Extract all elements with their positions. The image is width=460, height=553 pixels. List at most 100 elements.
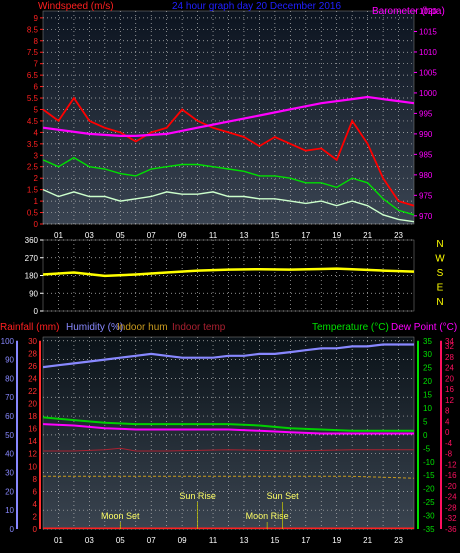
barometer-tick-label: 1000 — [419, 89, 437, 98]
direction-tick-label: 360 — [25, 236, 39, 245]
rain-tick-label: 0 — [33, 525, 38, 534]
temperature-tick-label: -15 — [423, 471, 435, 480]
temperature-tick-label: -10 — [423, 458, 435, 467]
time-tick-label: 21 — [363, 231, 372, 240]
temperature-tick-label: 20 — [423, 377, 432, 386]
windspeed-label: Windspeed (m/s) — [38, 1, 114, 12]
time-tick-label: 03 — [85, 231, 94, 240]
rain-tick-label: 6 — [33, 487, 38, 496]
time-tick-label: 13 — [240, 536, 249, 545]
temperature-tick-label: 35 — [423, 337, 432, 346]
time-tick-label: 21 — [363, 536, 372, 545]
annotation-label: Sun Set — [267, 491, 300, 501]
dew-point-tick-label: -16 — [445, 471, 457, 480]
dew-point-tick-label: 12 — [445, 396, 454, 405]
sun-moon-annotations: Moon Set Sun Rise Moon Rise Sun Set — [101, 491, 299, 529]
time-tick-label: 11 — [209, 536, 218, 545]
temperature-tick-label: 30 — [423, 350, 432, 359]
temperature-tick-label: 5 — [423, 417, 428, 426]
compass-letter: E — [437, 283, 444, 294]
time-tick-label: 03 — [85, 536, 94, 545]
temperature-tick-label: -25 — [423, 498, 435, 507]
annotation-label: Moon Set — [101, 511, 140, 521]
wind-y-tick-label: 5.5 — [27, 94, 39, 103]
time-tick-label: 19 — [332, 231, 341, 240]
time-tick-label: 05 — [116, 231, 125, 240]
wind-y-tick-label: 1.5 — [27, 186, 39, 195]
indoor-hum-label: Indoor hum — [117, 322, 168, 333]
indoor_hum-line — [43, 475, 414, 479]
time-axis: 01 03 05 07 09 11 13 15 17 19 21 23 01 03 05 07 09 11 13 15… — [54, 231, 404, 545]
barometer-tick-label: 1015 — [419, 27, 437, 36]
time-tick-label: 17 — [301, 231, 310, 240]
rain-tick-label: 30 — [28, 337, 37, 346]
barometer-tick-label: 970 — [419, 212, 433, 221]
wind-plot — [43, 95, 414, 223]
dew-point-tick-label: 34 — [445, 337, 454, 346]
rain-tick-label: 20 — [28, 400, 37, 409]
wind-y-tick-label: 4.5 — [27, 117, 39, 126]
rain-tick-label: 28 — [28, 349, 37, 358]
temperature-tick-label: -35 — [423, 525, 435, 534]
dew-point-tick-label: 20 — [445, 374, 454, 383]
direction-tick-label: 180 — [25, 272, 39, 281]
wind-y-tick-label: 6.5 — [27, 71, 39, 80]
dew-point-label: Dew Point (°C) — [391, 322, 457, 333]
indoor_temp-line — [43, 447, 414, 452]
dew-point-tick-label: 0 — [445, 428, 450, 437]
humidity-tick-label: 100 — [1, 337, 15, 346]
time-tick-label: 07 — [147, 231, 156, 240]
direction-tick-label: 270 — [25, 254, 39, 263]
barometer-tick-label: 985 — [419, 150, 433, 159]
wind-y-tick-label: 0 — [34, 220, 39, 229]
time-tick-label: 17 — [301, 536, 310, 545]
time-tick-label: 23 — [394, 231, 403, 240]
rain-tick-label: 10 — [28, 462, 37, 471]
time-tick-label: 01 — [54, 536, 63, 545]
humidity-tick-label: 80 — [5, 374, 14, 383]
dew-point-tick-label: -36 — [445, 525, 457, 534]
compass-letter: N — [436, 297, 443, 308]
humidity-tick-label: 0 — [10, 525, 15, 534]
dew-point-tick-label: -32 — [445, 514, 457, 523]
time-tick-label: 05 — [116, 536, 125, 545]
wind-y-tick-label: 7.5 — [27, 48, 39, 57]
rain-tick-label: 22 — [28, 387, 37, 396]
wind-y-tick-label: 3 — [34, 151, 39, 160]
dew-point-tick-label: -4 — [445, 439, 453, 448]
rain-tick-label: 14 — [28, 437, 37, 446]
compass-letter: S — [437, 268, 444, 279]
barometer-tick-label: 1020 — [419, 7, 437, 16]
chart-title: 24 hour graph day 20 December 2016 — [172, 1, 341, 12]
minimum-line — [43, 188, 414, 223]
rain-tick-label: 2 — [33, 512, 38, 521]
dew_point-line — [43, 423, 414, 435]
time-tick-label: 23 — [394, 536, 403, 545]
rain-tick-label: 24 — [28, 374, 37, 383]
time-tick-label: 07 — [147, 536, 156, 545]
dew-point-tick-label: 16 — [445, 385, 454, 394]
direction-line — [43, 267, 414, 278]
time-tick-label: 09 — [178, 231, 187, 240]
dew-point-tick-label: 32 — [445, 342, 454, 351]
wind-y-tick-label: 9 — [34, 14, 39, 23]
rain-tick-label: 26 — [28, 362, 37, 371]
temperature-line — [43, 416, 414, 432]
humidity-tick-label: 90 — [5, 356, 14, 365]
wind-y-tick-label: 5 — [34, 105, 39, 114]
humidity-tick-label: 30 — [5, 469, 14, 478]
humidity-tick-label: 60 — [5, 412, 14, 421]
rain-tick-label: 12 — [28, 450, 37, 459]
rain-tick-label: 18 — [28, 412, 37, 421]
dew-point-tick-label: 28 — [445, 353, 454, 362]
barometer-line — [43, 95, 414, 137]
direction-ticks: 0 90 180 270 360 — [25, 236, 43, 316]
temperature-tick-label: -20 — [423, 485, 435, 494]
wind-y-tick-label: 1 — [34, 197, 39, 206]
time-tick-label: 13 — [240, 231, 249, 240]
barometer-tick-label: 1005 — [419, 68, 437, 77]
wind-y-tick-label: 6 — [34, 83, 39, 92]
indoor-temp-label: Indoor temp — [172, 322, 226, 333]
